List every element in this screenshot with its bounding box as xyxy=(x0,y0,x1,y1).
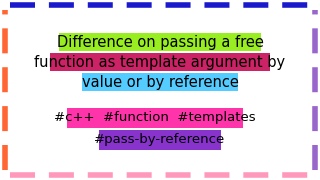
Text: #c++  #function  #templates: #c++ #function #templates xyxy=(54,111,256,125)
FancyBboxPatch shape xyxy=(59,33,261,51)
FancyBboxPatch shape xyxy=(68,108,243,128)
FancyBboxPatch shape xyxy=(82,73,238,91)
FancyBboxPatch shape xyxy=(99,130,221,150)
Text: function as template argument by: function as template argument by xyxy=(35,55,285,69)
Text: Difference on passing a free: Difference on passing a free xyxy=(57,35,263,50)
Text: value or by reference: value or by reference xyxy=(82,75,238,89)
Text: #pass-by-reference: #pass-by-reference xyxy=(94,134,226,147)
FancyBboxPatch shape xyxy=(50,53,270,71)
